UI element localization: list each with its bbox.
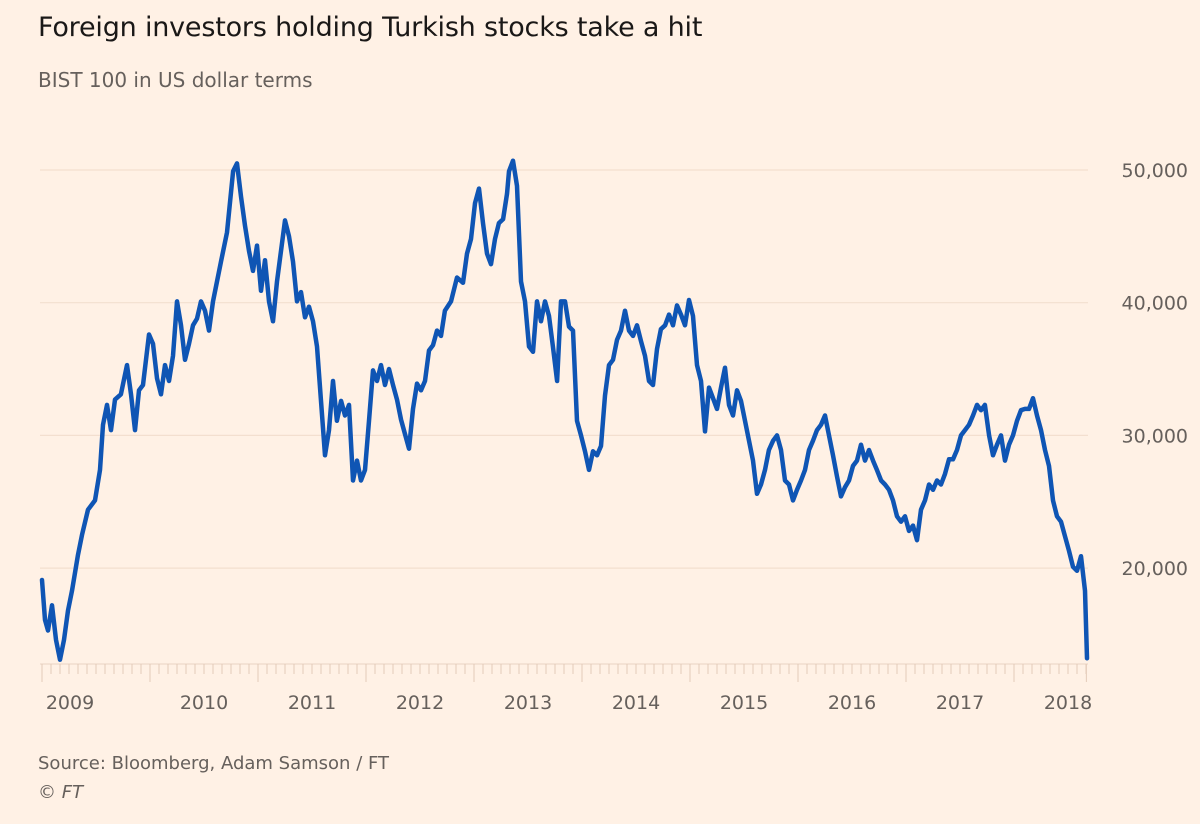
x-tick-label: 2014	[612, 692, 660, 714]
y-axis-labels: 20,000 30,000 40,000 50,000	[1122, 160, 1188, 580]
x-tick-label: 2011	[288, 692, 336, 714]
series-line-0	[39, 158, 1090, 662]
y-tick-label: 50,000	[1122, 160, 1188, 182]
x-tick-label: 2013	[504, 692, 552, 714]
chart-subtitle: BIST 100 in US dollar terms	[38, 68, 313, 92]
x-tick-label: 2009	[46, 692, 94, 714]
source-note: Source: Bloomberg, Adam Samson / FT	[38, 753, 390, 774]
copyright-note: © FT	[38, 782, 84, 803]
x-tick-label: 2018	[1044, 692, 1092, 714]
y-tick-label: 40,000	[1122, 293, 1188, 315]
y-tick-label: 30,000	[1122, 425, 1188, 447]
x-tick-label: 2010	[180, 692, 228, 714]
x-tick-label: 2015	[720, 692, 768, 714]
x-tick-label: 2017	[936, 692, 984, 714]
x-axis-labels: 2009 2010 2011 2012 2013 2014 2015 2016 2017 2018	[46, 692, 1092, 714]
series-lines	[39, 158, 1090, 662]
chart-title: Foreign investors holding Turkish stocks…	[38, 12, 703, 43]
gridlines	[40, 169, 1088, 569]
y-tick-label: 20,000	[1122, 558, 1188, 580]
x-tick-label: 2012	[396, 692, 444, 714]
x-tick-label: 2016	[828, 692, 876, 714]
x-axis	[40, 663, 1088, 682]
